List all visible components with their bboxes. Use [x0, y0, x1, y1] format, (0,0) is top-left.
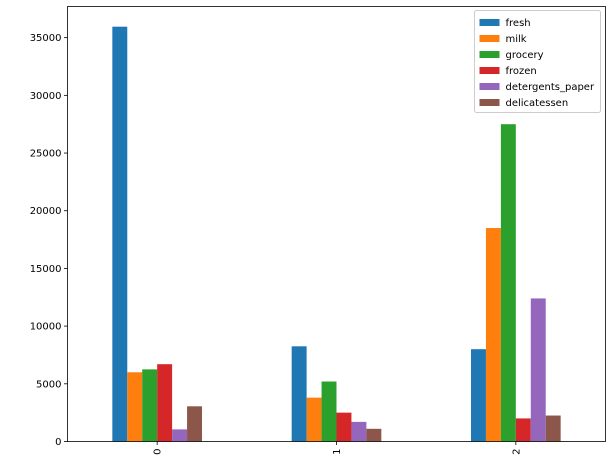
x-axis: 0 1 2: [153, 441, 522, 455]
bar-frozen-0: [157, 364, 173, 442]
legend-swatch-grocery: [479, 51, 500, 58]
bar-grocery-1: [321, 381, 337, 442]
y-tick-label: 5000: [36, 379, 61, 390]
y-tick-label: 35000: [30, 33, 62, 44]
bar-detergents_paper-1: [351, 421, 367, 442]
y-tick-label: 20000: [30, 206, 62, 217]
bar-grocery-2: [500, 124, 516, 442]
legend-label-frozen: frozen: [506, 66, 537, 77]
legend-label-fresh: fresh: [506, 18, 531, 29]
legend-swatch-frozen: [479, 67, 500, 74]
y-axis: 0 5000 10000 15000 20000 25000 30000 35000: [30, 33, 68, 448]
y-tick-label: 25000: [30, 149, 62, 160]
y-tick-label: 15000: [30, 264, 62, 275]
bar-delicatessen-2: [545, 415, 561, 442]
legend-box: [474, 10, 601, 113]
y-tick-label: 30000: [30, 91, 62, 102]
x-tick-label: 1: [332, 449, 343, 455]
legend-swatch-milk: [479, 35, 500, 42]
bar-detergents_paper-2: [530, 298, 546, 442]
legend-swatch-detergents_paper: [479, 83, 500, 90]
legend-swatch-delicatessen: [479, 99, 500, 106]
bar-fresh-0: [112, 26, 128, 442]
bar-milk-1: [306, 397, 322, 442]
legend: fresh milk grocery frozen detergents_paperde…: [474, 10, 601, 113]
legend-label-detergents_paper: detergents_paper: [506, 82, 595, 93]
y-tick-label: 10000: [30, 322, 62, 333]
bar-delicatessen-1: [366, 428, 382, 442]
legend-label-grocery: grocery: [506, 50, 544, 61]
x-tick-label: 0: [153, 449, 164, 455]
bar-fresh-1: [291, 346, 307, 442]
bar-milk-2: [485, 228, 501, 442]
bar-fresh-2: [471, 349, 486, 442]
y-tick-label: 0: [55, 437, 61, 448]
legend-label-delicatessen: delicatessen: [506, 98, 569, 109]
x-tick-label: 2: [511, 449, 522, 455]
bar-milk-0: [127, 372, 143, 442]
legend-label-milk: milk: [506, 34, 527, 45]
bar-delicatessen-0: [187, 406, 202, 442]
bar-frozen-2: [515, 418, 531, 442]
bar-grocery-0: [142, 369, 158, 442]
bar-detergents_paper-0: [172, 429, 188, 442]
bar-frozen-1: [336, 412, 352, 442]
legend-swatch-fresh: [479, 19, 500, 26]
bars-group: [112, 26, 561, 442]
